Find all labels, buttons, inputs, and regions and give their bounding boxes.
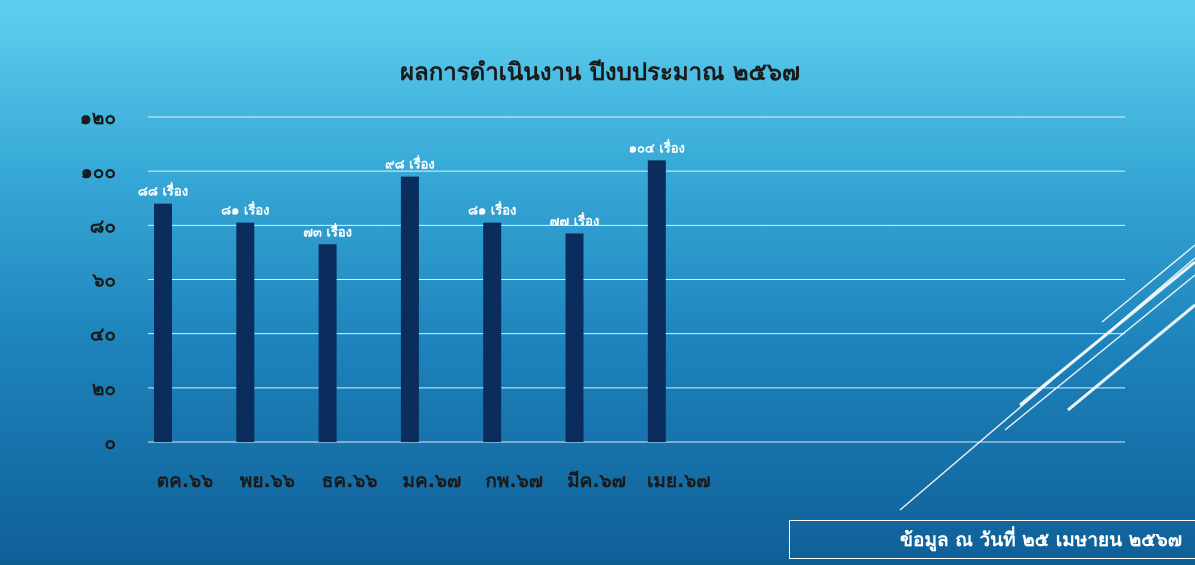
decorative-line (1067, 303, 1195, 412)
data-label: ๘๘ เรื่อง (138, 182, 188, 200)
bar (565, 233, 584, 442)
x-tick-label: มีค.๖๗ (567, 470, 626, 492)
x-tick-label: มค.๖๗ (402, 470, 461, 492)
data-label: ๘๑ เรื่อง (221, 201, 269, 219)
data-label: ๘๑ เรื่อง (468, 201, 516, 219)
gridlines (148, 116, 1125, 443)
data-label: ๗๓ เรื่อง (303, 222, 352, 240)
decorative-line (1019, 260, 1195, 407)
y-tick-label: ๑๐๐ (81, 161, 116, 183)
x-tick-label: พย.๖๖ (240, 470, 295, 492)
bar (318, 244, 337, 442)
bar (647, 160, 666, 443)
x-tick-label: ตค.๖๖ (157, 470, 213, 492)
bar (154, 203, 172, 442)
bar (400, 176, 419, 443)
y-tick-label: ๘๐ (90, 215, 116, 237)
bar (483, 222, 502, 442)
y-tick-label: ๐ (104, 432, 116, 454)
data-label: ๙๘ เรื่อง (385, 155, 435, 173)
y-tick-label: ๔๐ (90, 324, 116, 346)
x-axis-ticks: ตค.๖๖ พย.๖๖ ธค.๖๖ มค.๖๗ กพ.๖๗ มีค.๖๗ เมย.๖๗ (157, 470, 711, 492)
bars (154, 160, 666, 443)
bar (236, 222, 255, 442)
data-label: ๑๐๔ เรื่อง (629, 138, 685, 156)
x-tick-label: เมย.๖๗ (647, 470, 711, 492)
y-tick-label: ๒๐ (92, 378, 116, 400)
y-axis-ticks: ๐ ๒๐ ๔๐ ๖๐ ๘๐ ๑๐๐ ๑๒๐ (80, 107, 116, 454)
data-date-note: ข้อมูล ณ วันที่ ๒๕ เมษายน ๒๕๖๗ (789, 520, 1195, 559)
y-tick-label: ๖๐ (91, 270, 116, 292)
decorative-lines (899, 244, 1195, 511)
data-label: ๗๗ เรื่อง (550, 211, 600, 229)
x-tick-label: กพ.๖๗ (485, 470, 543, 492)
chart-title: ผลการดำเนินงาน ปีงบประมาณ ๒๕๖๗ (400, 58, 800, 86)
decorative-line (1101, 244, 1195, 323)
decorative-line (1004, 274, 1195, 431)
x-tick-label: ธค.๖๖ (322, 470, 378, 492)
y-tick-label: ๑๒๐ (80, 107, 116, 129)
